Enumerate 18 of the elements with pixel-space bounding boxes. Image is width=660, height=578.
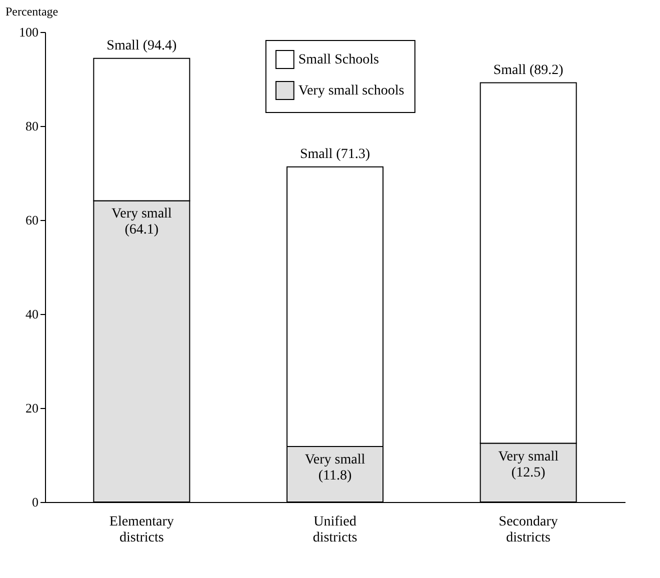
y-tick-label: 0 — [32, 494, 38, 510]
total-label: Small (94.4) — [106, 38, 177, 54]
x-tick-label: Elementary districts — [109, 514, 174, 546]
y-tick-label: 40 — [26, 306, 38, 322]
x-tick-label: Secondary districts — [498, 514, 558, 546]
data-label: Very small (11.8) — [304, 452, 366, 484]
total-label: Small (71.3) — [300, 146, 370, 162]
legend-label: Small Schools — [298, 52, 379, 68]
y-tick-label: 60 — [26, 212, 38, 228]
y-tick-label: 80 — [26, 118, 38, 134]
legend-label: Very small schools — [298, 84, 404, 98]
x-tick-label: Unified districts — [312, 514, 358, 546]
y-tick-label: 20 — [26, 400, 38, 416]
y-tick-label: 100 — [19, 24, 38, 40]
data-label: Very small (64.1) — [112, 206, 172, 238]
total-label: Small (89.2) — [493, 62, 564, 78]
y-axis-title: Percentage — [6, 4, 58, 18]
data-label: Very small (12.5) — [498, 449, 559, 480]
